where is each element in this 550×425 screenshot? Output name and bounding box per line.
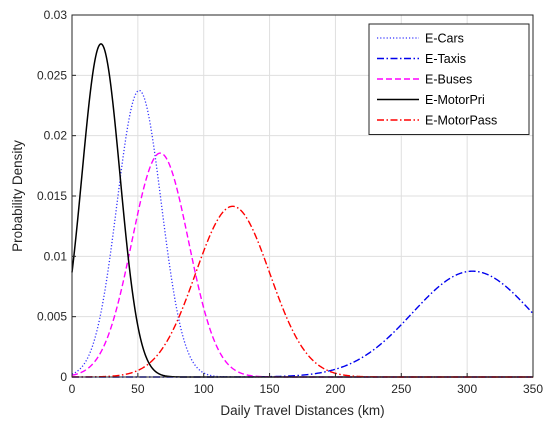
legend-label: E-Cars <box>425 32 464 46</box>
legend-label: E-MotorPass <box>425 114 497 128</box>
legend-label: E-MotorPri <box>425 93 485 107</box>
legend-label: E-Taxis <box>425 52 466 66</box>
legend-label: E-Buses <box>425 73 472 87</box>
x-tick-label: 350 <box>523 382 543 396</box>
x-ticks: 0 50 100 150 200 250 300 350 <box>69 373 543 396</box>
y-tick-label: 0.01 <box>44 249 68 263</box>
x-tick-label: 150 <box>260 382 280 396</box>
x-tick-label: 200 <box>325 382 345 396</box>
y-tick-label: 0 <box>60 370 67 384</box>
x-tick-label: 50 <box>131 382 145 396</box>
y-tick-label: 0.02 <box>44 129 68 143</box>
x-tick-label: 250 <box>391 382 411 396</box>
y-ticks: 0 0.005 0.01 0.015 0.02 0.025 0.03 <box>37 8 76 384</box>
x-tick-label: 0 <box>69 382 76 396</box>
legend: E-Cars E-Taxis E-Buses E-MotorPri E-MotorPas… <box>368 23 530 135</box>
series-line-e-taxis <box>71 270 534 378</box>
y-tick-label: 0.03 <box>44 8 68 22</box>
y-tick-label: 0.005 <box>37 310 67 324</box>
y-tick-label: 0.025 <box>37 68 67 82</box>
x-tick-label: 300 <box>457 382 477 396</box>
x-tick-label: 100 <box>194 382 214 396</box>
y-tick-label: 0.015 <box>37 189 67 203</box>
x-axis-label: Daily Travel Distances (km) <box>220 403 384 418</box>
y-axis-label: Probability Density <box>10 140 25 252</box>
